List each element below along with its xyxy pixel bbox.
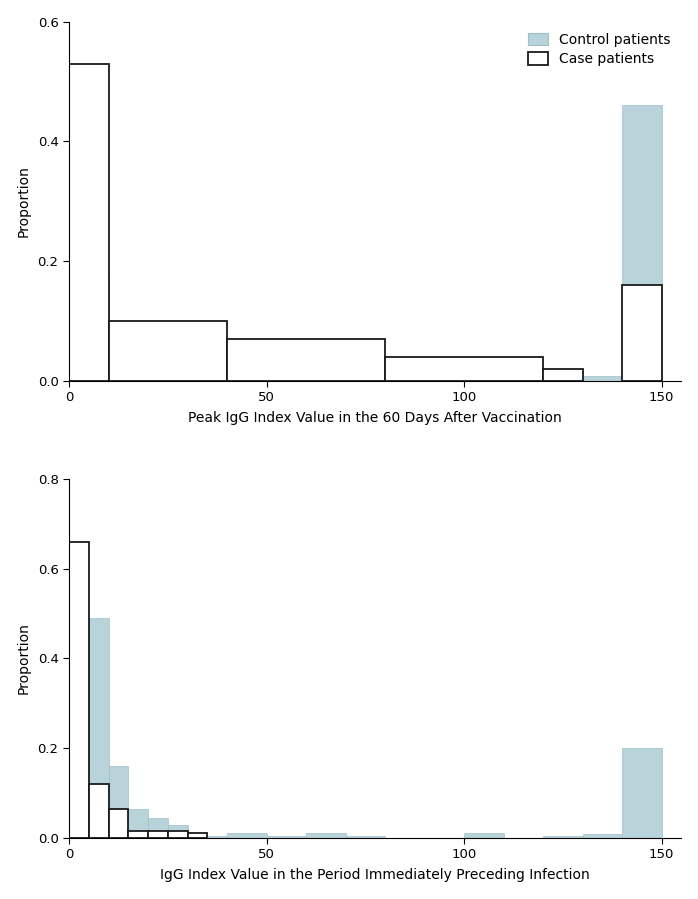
X-axis label: IgG Index Value in the Period Immediately Preceding Infection: IgG Index Value in the Period Immediatel… (161, 868, 590, 882)
Bar (188, 833, 207, 838)
Bar (108, 766, 128, 838)
Bar (543, 370, 583, 381)
Bar (346, 360, 385, 381)
Bar (583, 376, 622, 381)
Bar (227, 339, 385, 381)
Bar (267, 360, 306, 381)
Bar (306, 348, 346, 381)
Bar (207, 836, 227, 838)
Bar (188, 348, 227, 381)
Bar (543, 836, 583, 838)
Bar (108, 321, 227, 381)
Bar (267, 836, 306, 838)
Bar (464, 832, 503, 838)
Bar (128, 809, 148, 838)
Bar (385, 357, 543, 381)
Bar (108, 342, 148, 381)
Bar (424, 372, 464, 381)
Y-axis label: Proportion: Proportion (17, 622, 31, 694)
Bar (622, 748, 662, 838)
Bar (227, 832, 267, 838)
Bar (69, 618, 89, 838)
Bar (168, 824, 188, 838)
Bar (583, 834, 622, 838)
Bar (148, 832, 168, 838)
Bar (464, 366, 503, 381)
Bar (622, 285, 662, 381)
Bar (622, 105, 662, 381)
Bar (148, 339, 188, 381)
Bar (69, 64, 108, 381)
Bar (69, 273, 108, 381)
Bar (89, 784, 108, 838)
X-axis label: Peak IgG Index Value in the 60 Days After Vaccination: Peak IgG Index Value in the 60 Days Afte… (188, 411, 562, 425)
Bar (385, 357, 424, 381)
Bar (128, 832, 148, 838)
Legend: Control patients, Case patients: Control patients, Case patients (524, 29, 674, 70)
Bar (543, 369, 583, 381)
Bar (148, 818, 168, 838)
Bar (227, 348, 267, 381)
Y-axis label: Proportion: Proportion (17, 165, 31, 237)
Bar (188, 833, 207, 838)
Bar (108, 809, 128, 838)
Bar (503, 375, 543, 381)
Bar (168, 832, 188, 838)
Bar (306, 832, 346, 838)
Bar (346, 836, 385, 838)
Bar (89, 618, 108, 838)
Bar (69, 542, 89, 838)
